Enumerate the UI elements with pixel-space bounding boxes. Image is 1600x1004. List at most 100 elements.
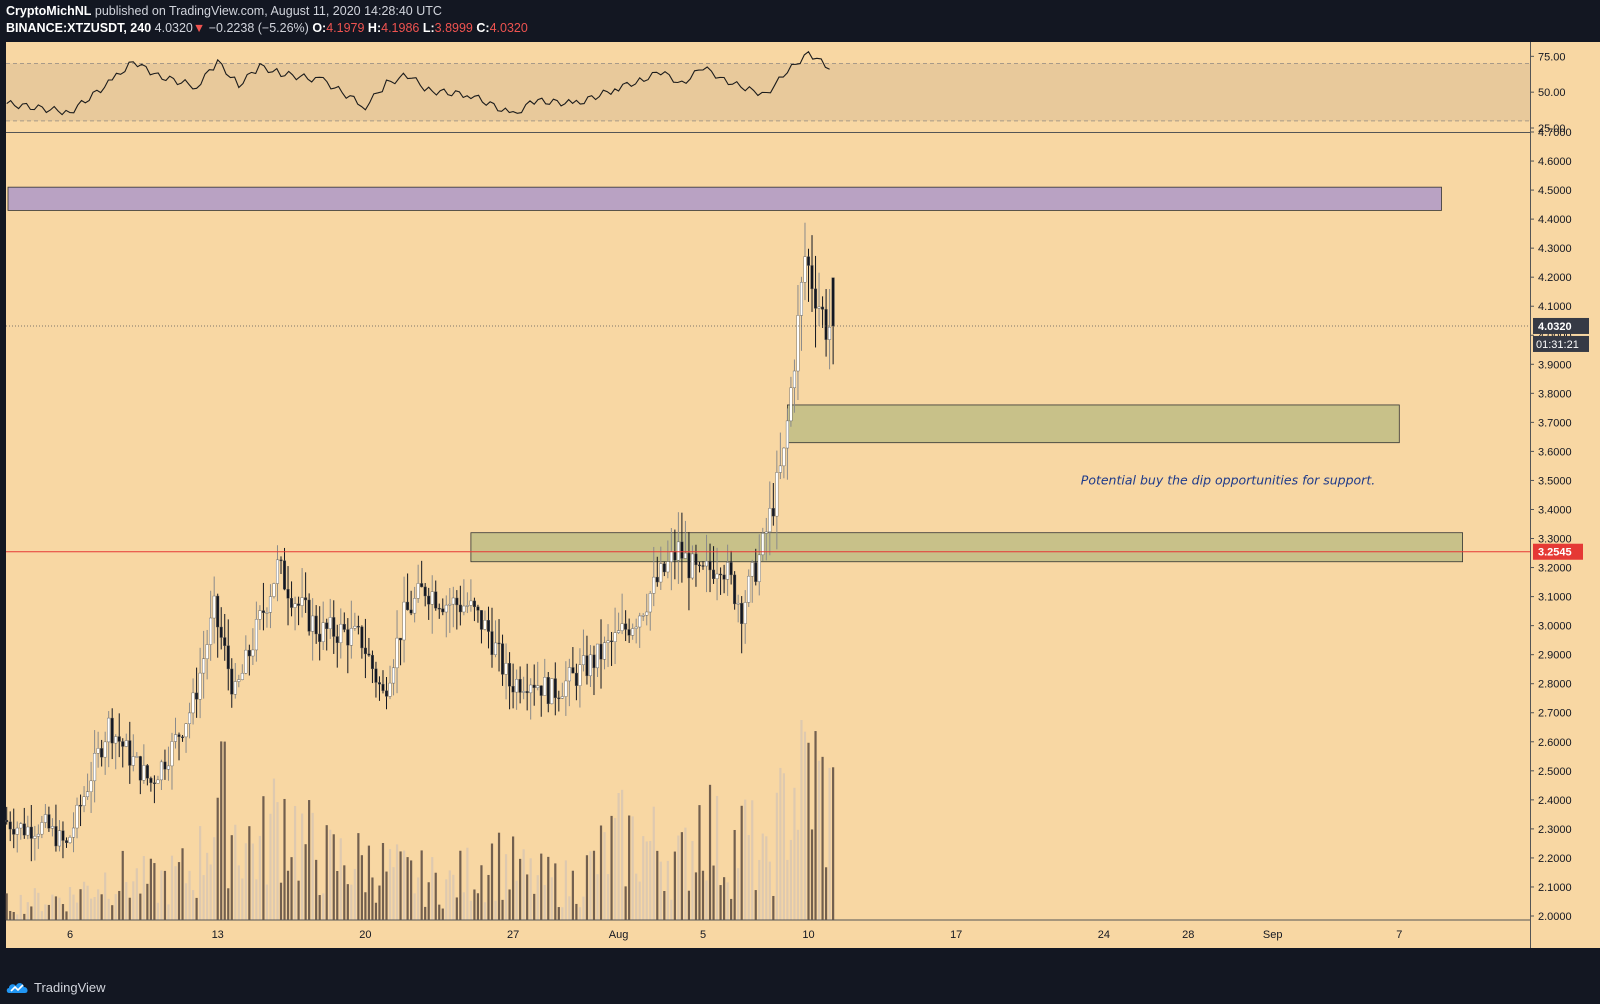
candle-body	[29, 826, 33, 839]
volume-bar	[656, 850, 659, 920]
volume-bar	[501, 899, 504, 920]
candle-body	[159, 761, 163, 781]
date-tick-label: 5	[700, 929, 706, 941]
candle-body	[529, 684, 533, 694]
candle-body	[624, 623, 628, 630]
candle-body	[43, 814, 47, 823]
candle-body	[181, 736, 185, 739]
volume-bar	[293, 805, 297, 920]
zones-layer[interactable]	[7, 186, 1464, 563]
candle-body	[26, 826, 30, 836]
volume-bar	[694, 872, 698, 920]
candle-body	[585, 655, 589, 677]
candle-body	[75, 804, 79, 829]
candle-body	[279, 559, 283, 562]
volume-bar	[420, 850, 423, 920]
volume-bar	[37, 892, 40, 920]
volume-bar	[698, 805, 701, 920]
volume-bar	[691, 841, 694, 920]
author-name[interactable]: CryptoMichNL	[6, 4, 92, 18]
volume-bar	[712, 865, 715, 920]
volume-bar	[589, 851, 592, 920]
high-label: H:	[367, 21, 382, 35]
candle-body	[617, 630, 621, 633]
tradingview-brand[interactable]: TradingView	[6, 979, 106, 995]
volume-bar	[613, 818, 617, 920]
volume-bar	[30, 906, 33, 920]
volume-bar	[9, 910, 12, 920]
volume-bar	[737, 868, 740, 920]
candle-body	[796, 315, 800, 372]
volume-bar	[561, 907, 564, 920]
volume-bar	[181, 848, 184, 920]
volume-bar	[353, 868, 356, 920]
candle-body	[828, 326, 832, 340]
candle-body	[399, 637, 403, 641]
candle-body	[676, 541, 680, 561]
candle-body	[645, 611, 649, 616]
candle-body	[687, 552, 691, 579]
volume-bar	[406, 857, 409, 920]
candle-body	[430, 591, 434, 605]
symbol-interval[interactable]: BINANCE:XTZUSDT, 240	[6, 21, 152, 35]
candle-body	[195, 692, 199, 700]
candle-body	[50, 826, 54, 829]
volume-bar	[160, 870, 163, 920]
candle-body	[219, 626, 223, 638]
volume-bar	[768, 861, 771, 920]
candle-body	[550, 678, 554, 705]
candle-body	[821, 306, 825, 310]
candle-body	[546, 677, 550, 705]
open-label: O:	[312, 21, 327, 35]
volume-bar	[631, 816, 634, 920]
support-zone-1	[787, 404, 1400, 444]
chart-canvas[interactable]: 75.00 50.00 25.004.7000 4.6000 4.5000 4.4000 4…	[0, 42, 1600, 972]
volume-bar	[744, 799, 747, 920]
time-axis[interactable]: 6 13 20 27 Aug 5 10 17 24 28 Sep 7	[6, 921, 1530, 948]
candle-body	[170, 741, 174, 767]
volume-bar	[487, 874, 490, 920]
volume-bar	[68, 887, 72, 920]
candles-layer[interactable]	[5, 222, 835, 862]
candle-body	[814, 288, 818, 309]
volume-bar	[554, 863, 557, 920]
price-axis[interactable]: 75.00 50.00 25.004.7000 4.6000 4.5000 4.4000 4…	[1530, 42, 1600, 948]
volume-bar	[684, 827, 687, 920]
candle-body	[515, 679, 519, 693]
candle-body	[761, 533, 765, 556]
price-tick-label: 2.8000	[1538, 679, 1572, 691]
volume-bar	[666, 860, 669, 920]
volume-pane	[5, 720, 835, 920]
candle-body	[831, 277, 835, 327]
volume-bar	[315, 859, 318, 920]
candle-body	[22, 823, 26, 836]
volume-bar	[177, 862, 181, 920]
candle-body	[606, 640, 610, 643]
candle-body	[110, 717, 114, 744]
volume-bar	[441, 908, 444, 920]
volume-bar	[93, 896, 96, 920]
candle-body	[184, 723, 188, 738]
candle-body	[318, 633, 322, 642]
rsi-pane[interactable]	[6, 50, 1530, 133]
candle-body	[131, 756, 135, 766]
candle-body	[733, 574, 737, 605]
annotation-text[interactable]: Potential buy the dip opportunities for …	[1081, 472, 1375, 487]
candle-body	[690, 553, 694, 579]
volume-bar	[452, 874, 455, 920]
volume-bar	[227, 888, 230, 920]
volume-bar	[828, 767, 831, 920]
candle-body	[483, 620, 487, 630]
candle-body	[592, 654, 596, 669]
volume-bar	[673, 851, 676, 920]
volume-bar	[367, 845, 371, 920]
candle-body	[121, 741, 125, 747]
volume-bar	[276, 802, 279, 920]
volume-bar	[325, 825, 328, 920]
candle-body	[240, 673, 244, 680]
candle-body	[574, 672, 578, 686]
volume-bar	[793, 787, 796, 920]
volume-bar	[378, 885, 381, 920]
volume-bar	[128, 897, 131, 920]
candle-body	[613, 632, 617, 642]
